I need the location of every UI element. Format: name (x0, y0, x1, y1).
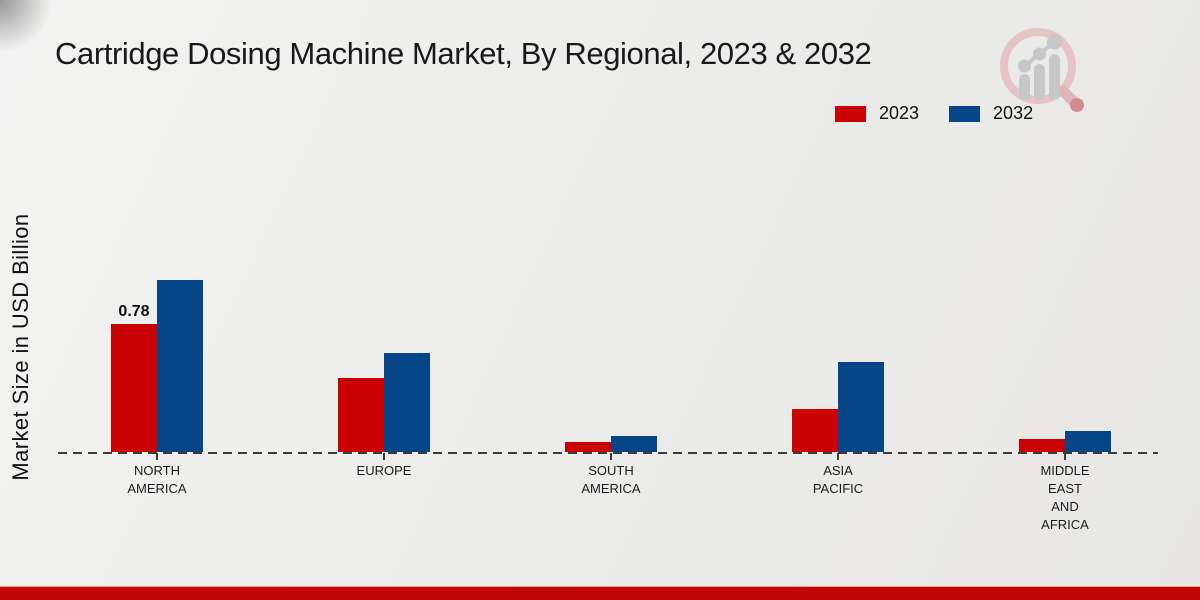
bar-2032-category-4 (838, 362, 884, 452)
x-axis-tick (837, 453, 839, 460)
category-label-3: SOUTH AMERICA (581, 463, 641, 496)
chart-title: Cartridge Dosing Machine Market, By Regi… (55, 36, 872, 71)
legend-item-2023: 2023 (835, 103, 919, 124)
bar-2023-category-2 (338, 378, 384, 452)
bar-group-5: MIDDLE EAST AND AFRICA (1019, 255, 1111, 532)
x-axis-tick (1064, 453, 1066, 460)
legend-swatch-2032 (949, 105, 981, 122)
category-label-5: MIDDLE EAST AND AFRICA (1040, 463, 1090, 532)
data-label-2023-category-1: 0.78 (118, 303, 150, 320)
legend-label-2032: 2032 (993, 103, 1034, 123)
bar-group-2: EUROPE (338, 255, 430, 478)
bar-2032-category-5 (1065, 431, 1111, 452)
bar-2023-category-1: 0.78 (111, 303, 157, 452)
plot-area: 0.78 NORTH AMERICA EUROPE SOUTH AMERICA ASIA… (0, 255, 1200, 532)
x-axis-tick (383, 453, 385, 460)
bar-2023-category-5 (1019, 439, 1065, 452)
x-axis-tick (156, 453, 158, 460)
legend-label-2023: 2023 (879, 103, 920, 123)
bar-2032-category-3 (611, 436, 657, 452)
bar-group-4: ASIA PACIFIC (792, 255, 884, 496)
legend-item-2032: 2032 (949, 103, 1033, 124)
legend-swatch-2023 (835, 105, 866, 122)
x-axis-baseline (58, 452, 1158, 454)
category-label-4: ASIA PACIFIC (812, 463, 864, 496)
category-label-2: EUROPE (356, 463, 412, 478)
x-axis-tick (610, 453, 612, 460)
magnifier-bar-chart-logo-icon (988, 24, 1092, 121)
bar-group-3: SOUTH AMERICA (565, 255, 657, 496)
legend: 2023 2032 (835, 103, 1033, 124)
bar-2023-category-3 (565, 442, 611, 452)
category-label-1: NORTH AMERICA (127, 463, 187, 496)
bar-2032-category-2 (384, 353, 430, 452)
bar-2023-category-4 (792, 409, 838, 452)
bar-group-1: 0.78 NORTH AMERICA (111, 255, 203, 496)
footer-red-band (0, 586, 1200, 600)
bar-2032-category-1 (157, 280, 203, 452)
